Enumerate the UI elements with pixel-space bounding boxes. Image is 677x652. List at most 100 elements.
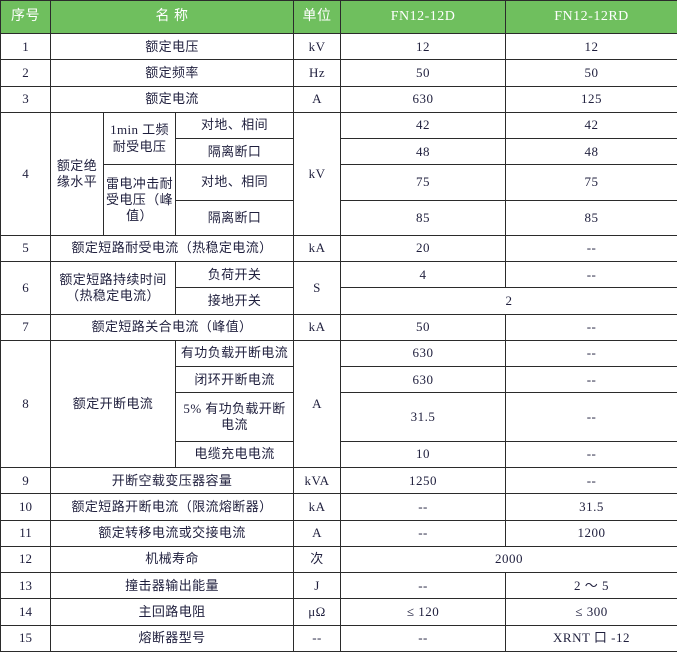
subitem-label: 对地、相同	[174, 164, 295, 201]
row-value-merged: 2	[340, 287, 677, 315]
table-row: 3 额定电流 A 630 125	[0, 85, 677, 113]
subgroup-label: 1min 工频耐受电压	[103, 111, 176, 166]
row-value-d: 4	[340, 261, 507, 289]
row-unit: A	[293, 85, 342, 113]
row-value-d: 1250	[340, 467, 507, 495]
row-unit: A	[293, 339, 342, 469]
row-value-d: 12	[340, 32, 507, 61]
row-unit: --	[293, 624, 342, 652]
table-row: 11 额定转移电流或交接电流 A -- 1200	[0, 519, 677, 547]
row-value-rd: 42	[505, 111, 677, 140]
row-seq: 15	[0, 624, 51, 652]
table-row: 9 开断空载变压器容量 kVA 1250 --	[0, 467, 677, 495]
row-value-rd: XRNT 口 -12	[505, 624, 677, 652]
row-value-d: 42	[340, 111, 507, 140]
column-header-seq: 序号	[0, 0, 51, 34]
row-value-d: 10	[340, 440, 507, 469]
row-unit: 次	[293, 545, 342, 574]
row-unit: kA	[293, 493, 342, 521]
row-name: 额定转移电流或交接电流	[49, 519, 295, 547]
row-seq: 8	[0, 339, 51, 469]
table-row: 13 撞击器输出能量 J -- 2 ～ 5	[0, 572, 677, 600]
table-header-row: 序号 名 称 单位 FN12-12D FN12-12RD	[0, 0, 677, 34]
row-seq: 7	[0, 313, 51, 341]
row-value-d: --	[340, 493, 507, 521]
row-name: 额定绝缘水平	[50, 111, 104, 236]
row-unit: A	[293, 519, 342, 547]
row-unit: μΩ	[293, 598, 342, 626]
column-header-name: 名 称	[49, 0, 295, 34]
column-header-fn12-12d: FN12-12D	[340, 0, 507, 34]
subitem-label: 5% 有功负载开断电流	[174, 392, 295, 442]
row-value-d: 50	[340, 59, 507, 87]
row-unit: kV	[293, 111, 342, 236]
row-unit: J	[293, 572, 342, 600]
row-name: 额定电流	[49, 85, 295, 113]
table-row: 8 额定开断电流 有功负载开断电流 A 630 --	[0, 339, 677, 469]
row-value-rd: 125	[505, 85, 677, 113]
subgroup-label: 雷电冲击耐受电压（峰值）	[103, 164, 176, 236]
row-seq: 3	[0, 85, 51, 113]
row-value-rd: 85	[505, 199, 677, 236]
row-value-rd: --	[505, 234, 677, 263]
row-value-rd: --	[505, 313, 677, 341]
table-row: 6 额定短路持续时间（热稳定电流） 负荷开关 S 4 --	[0, 261, 677, 315]
row-name: 开断空载变压器容量	[49, 467, 295, 495]
row-value-rd: 1200	[505, 519, 677, 547]
row-unit: Hz	[293, 59, 342, 87]
row-name: 额定短路耐受电流（热稳定电流）	[49, 234, 295, 263]
row-seq: 6	[0, 261, 51, 315]
column-header-unit: 单位	[293, 0, 342, 34]
row-value-rd: --	[505, 392, 677, 442]
subitem-label: 电缆充电电流	[174, 440, 295, 469]
row-value-d: ≤ 120	[340, 598, 507, 626]
row-seq: 11	[0, 519, 51, 547]
row-value-rd: 2 ～ 5	[505, 572, 677, 600]
row-value-d: 48	[340, 137, 507, 166]
subitem-label: 隔离断口	[174, 199, 295, 236]
subitem-label: 接地开关	[174, 287, 295, 315]
row-seq: 4	[0, 111, 51, 236]
table-row: 4 额定绝缘水平 1min 工频耐受电压 对地、相间 kV 42 42	[0, 111, 677, 236]
row-value-d: 75	[340, 164, 507, 201]
row-value-rd: --	[505, 261, 677, 289]
subitem-label: 负荷开关	[174, 261, 295, 289]
row-value-rd: --	[505, 467, 677, 495]
row-name: 额定短路开断电流（限流熔断器）	[49, 493, 295, 521]
row-name: 额定短路关合电流（峰值）	[49, 313, 295, 341]
row-unit: kVA	[293, 467, 342, 495]
row-unit: S	[293, 261, 342, 315]
table-row: 7 额定短路关合电流（峰值） kA 50 --	[0, 313, 677, 341]
row-name: 熔断器型号	[49, 624, 295, 652]
row-value-rd: --	[505, 366, 677, 394]
row-value-d: 31.5	[340, 392, 507, 442]
row-value-d: 630	[340, 339, 507, 368]
row-name: 额定开断电流	[50, 339, 176, 469]
table-row: 雷电冲击耐受电压（峰值） 对地、相同 75 75	[1, 164, 677, 236]
table-row: 2 额定频率 Hz 50 50	[0, 59, 677, 87]
row-name: 额定频率	[49, 59, 295, 87]
subitem-label: 有功负载开断电流	[174, 339, 295, 368]
row-value-rd: --	[505, 339, 677, 368]
row-name: 额定电压	[49, 32, 295, 61]
row-name: 额定短路持续时间（热稳定电流）	[50, 261, 176, 315]
row-seq: 10	[0, 493, 51, 521]
row-value-d: --	[340, 572, 507, 600]
subitem-label: 对地、相间	[174, 111, 295, 140]
row-value-d: 20	[340, 234, 507, 263]
row-value-rd: --	[505, 440, 677, 469]
row-value-rd: 12	[505, 32, 677, 61]
row-name: 主回路电阻	[49, 598, 295, 626]
row-value-d: 85	[340, 199, 507, 236]
row-value-rd: 50	[505, 59, 677, 87]
table-row: 5% 有功负载开断电流 31.5 --	[1, 392, 677, 442]
row-seq: 1	[0, 32, 51, 61]
row-seq: 13	[0, 572, 51, 600]
row-seq: 12	[0, 545, 51, 574]
table-row: 5 额定短路耐受电流（热稳定电流） kA 20 --	[0, 234, 677, 263]
table-row: 闭环开断电流 630 --	[1, 366, 677, 394]
table-row: 15 熔断器型号 -- -- XRNT 口 -12	[0, 624, 677, 652]
row-unit: kV	[293, 32, 342, 61]
row-value-rd: 48	[505, 137, 677, 166]
